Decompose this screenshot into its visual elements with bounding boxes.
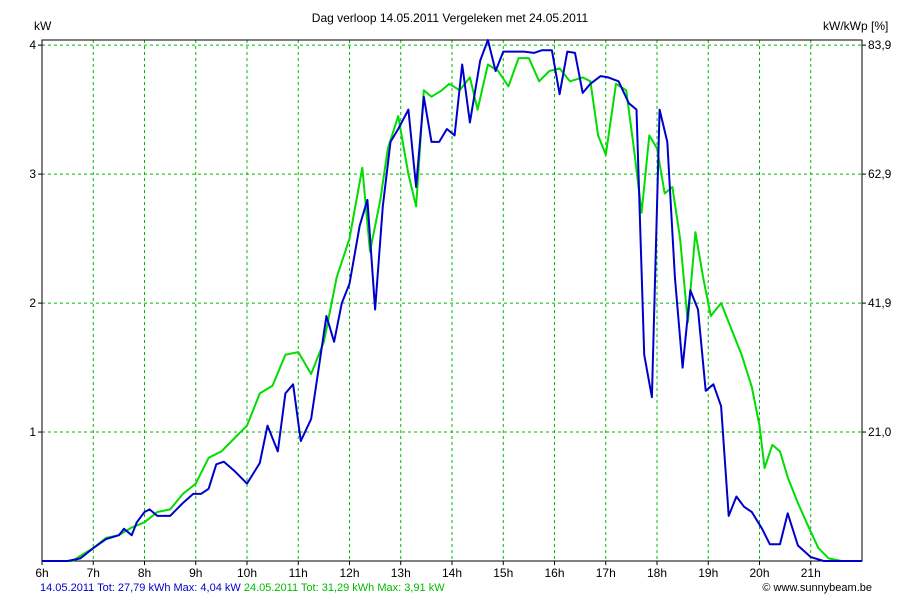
y-right-tick-label: 83,9 [868, 38, 892, 52]
x-tick-label: 16h [544, 566, 564, 580]
x-tick-label: 21h [801, 566, 821, 580]
x-tick-label: 18h [647, 566, 667, 580]
tick-labels: 6h 7h 8h 9h 10h 11h 12h 13h 14h 15h 16h 17h 18h 19h 20… [29, 38, 891, 580]
y-right-tick-label: 21,0 [868, 425, 892, 439]
x-tick-label: 19h [698, 566, 718, 580]
x-tick-label: 12h [339, 566, 359, 580]
chart-title: Dag verloop 14.05.2011 Vergeleken met 24… [312, 11, 589, 25]
y-right-tick-label: 41,9 [868, 296, 892, 310]
legend-series-1: 14.05.2011 Tot: 27,79 kWh Max: 4,04 kW [40, 582, 241, 594]
y-left-tick-label: 3 [29, 167, 36, 181]
y-left-tick-label: 4 [29, 38, 36, 52]
plot-frame [41, 39, 863, 562]
x-tick-label: 11h [289, 566, 308, 580]
x-tick-label: 8h [138, 566, 151, 580]
y-left-unit-label: kW [34, 19, 52, 33]
x-tick-label: 17h [596, 566, 616, 580]
y-left-tick-label: 1 [29, 425, 36, 439]
y-right-tick-label: 62,9 [868, 167, 892, 181]
axes [38, 39, 866, 565]
x-tick-label: 13h [391, 566, 411, 580]
x-tick-label: 6h [35, 566, 48, 580]
legend-series-2: 24.05.2011 Tot: 31,29 kWh Max: 3,91 kW [243, 582, 445, 594]
x-tick-label: 10h [237, 566, 257, 580]
series-line-2 [42, 57, 862, 562]
series-line-1 [42, 39, 862, 562]
series-lines [42, 39, 862, 562]
credit-link[interactable]: © www.sunnybeam.be [762, 582, 872, 594]
x-tick-label: 9h [189, 566, 202, 580]
x-tick-label: 7h [87, 566, 100, 580]
x-tick-label: 15h [493, 566, 513, 580]
legend: 14.05.2011 Tot: 27,79 kWh Max: 4,04 kW 2… [40, 582, 445, 594]
grid [42, 40, 862, 561]
y-right-unit-label: kW/kWp [%] [823, 19, 888, 33]
x-tick-label: 14h [442, 566, 462, 580]
y-left-tick-label: 2 [29, 296, 36, 310]
x-tick-label: 20h [749, 566, 769, 580]
